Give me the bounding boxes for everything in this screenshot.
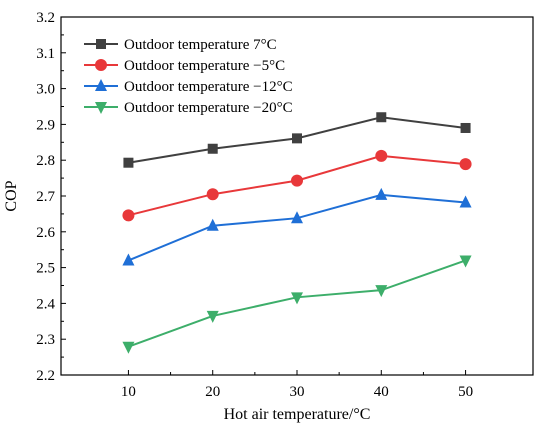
data-point [207, 143, 218, 154]
y-tick-label: 3.0 [36, 82, 55, 98]
legend-label: Outdoor temperature 7°C [124, 37, 277, 53]
series-3 [122, 187, 472, 266]
x-tick-label: 10 [121, 384, 136, 400]
x-axis-title: Hot air temperature/°C [224, 406, 371, 423]
legend-marker [95, 102, 107, 114]
legend: Outdoor temperature 7°C Outdoor temperatu… [84, 37, 293, 116]
data-point [291, 211, 303, 224]
legend-marker [95, 79, 107, 91]
data-point [206, 310, 219, 323]
legend-entry: Outdoor temperature −12°C [84, 79, 293, 95]
axes: 2.2 2.3 2.4 2.5 2.6 2.7 2.8 2.9 3.0 3.1 3.2 10 20 30 4… [36, 10, 534, 400]
y-tick-label: 2.3 [36, 332, 55, 348]
data-point [376, 112, 387, 123]
data-point [206, 188, 219, 201]
x-tick-label: 50 [458, 384, 473, 400]
data-point [375, 285, 388, 298]
x-tick-label: 40 [374, 384, 389, 400]
series-1 [123, 112, 471, 168]
legend-label: Outdoor temperature −12°C [124, 79, 293, 95]
data-point [375, 149, 388, 162]
y-tick-label: 3.1 [36, 46, 55, 62]
data-point [206, 218, 219, 231]
series-group [122, 112, 472, 354]
x-tick-label: 30 [290, 384, 305, 400]
y-tick-label: 3.2 [36, 10, 55, 26]
data-point [292, 133, 302, 144]
legend-marker [96, 39, 106, 49]
data-point [375, 187, 388, 200]
y-tick-label: 2.2 [36, 368, 55, 384]
legend-entry: Outdoor temperature −20°C [84, 100, 293, 116]
y-tick-label: 2.9 [36, 117, 55, 133]
y-axis-title: COP [3, 180, 20, 211]
data-point [123, 157, 134, 168]
series-line [128, 193, 466, 262]
legend-label: Outdoor temperature −5°C [124, 58, 285, 74]
data-point [291, 174, 303, 187]
series-2 [122, 149, 472, 222]
series-4 [122, 255, 472, 354]
data-point [459, 195, 472, 208]
legend-label: Outdoor temperature −20°C [124, 100, 293, 116]
legend-entry: Outdoor temperature −5°C [84, 58, 285, 74]
data-point [122, 341, 135, 354]
data-point [459, 255, 472, 268]
data-point [459, 158, 472, 171]
y-tick-label: 2.6 [36, 225, 55, 241]
y-tick-label: 2.7 [36, 189, 55, 205]
data-point [291, 292, 303, 305]
y-tick-label: 2.8 [36, 153, 55, 169]
legend-entry: Outdoor temperature 7°C [84, 37, 277, 53]
x-tick-label: 20 [205, 384, 220, 400]
y-tick-label: 2.5 [36, 261, 55, 277]
data-point [460, 122, 471, 133]
data-point [122, 209, 135, 222]
legend-marker [95, 59, 107, 71]
data-point [122, 253, 135, 266]
y-tick-label: 2.4 [36, 296, 55, 312]
